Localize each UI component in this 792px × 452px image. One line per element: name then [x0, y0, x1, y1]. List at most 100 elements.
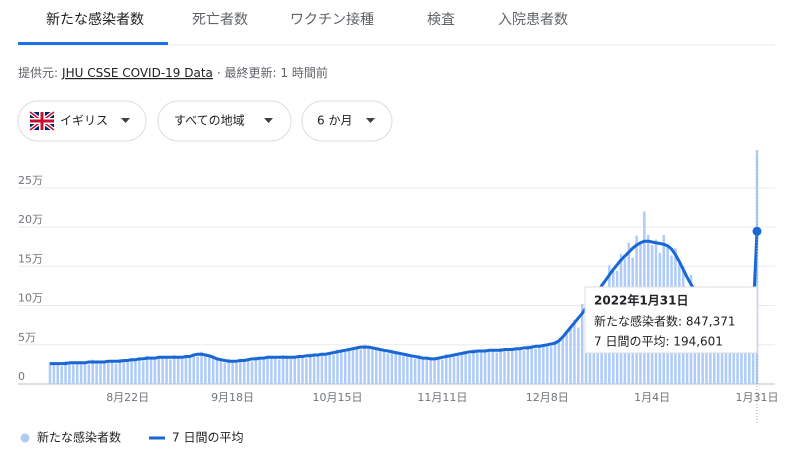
bar: [514, 349, 518, 384]
bar: [378, 350, 382, 384]
legend-label: 7 日間の平均: [172, 431, 243, 445]
bar: [367, 347, 370, 384]
bar: [215, 359, 219, 384]
bar: [204, 354, 207, 384]
country-dropdown[interactable]: [17, 100, 147, 142]
tab[interactable]: 入院患者数: [498, 12, 568, 28]
bar: [569, 328, 572, 384]
bar: [72, 364, 75, 384]
bar: [460, 354, 464, 384]
x-tick-label: 1月4日: [634, 391, 670, 404]
bar: [511, 347, 514, 384]
bar: [138, 358, 141, 384]
bar: [122, 360, 126, 384]
bar: [565, 330, 568, 384]
bar: [441, 359, 444, 384]
bar: [549, 346, 553, 384]
bar: [491, 349, 495, 384]
bar: [75, 361, 79, 384]
bar: [444, 354, 448, 384]
bar: [437, 357, 440, 384]
tab[interactable]: 新たな感染者数: [46, 11, 144, 28]
period-dropdown[interactable]: [301, 100, 393, 142]
bar: [153, 359, 157, 384]
bar: [324, 354, 328, 384]
bar: [542, 346, 545, 384]
bar: [355, 347, 359, 384]
bar: [545, 343, 549, 384]
bar: [483, 349, 487, 384]
legend: 新たな感染者数 7 日間の平均: [20, 430, 243, 445]
bar: [176, 357, 180, 384]
bar: [289, 358, 293, 384]
bar: [468, 354, 471, 384]
bar: [561, 338, 565, 384]
bar: [336, 349, 339, 384]
bar: [433, 359, 436, 384]
source-link[interactable]: JHU CSSE COVID-19 Data: [61, 66, 213, 80]
bar: [293, 355, 296, 384]
bar: [223, 362, 227, 384]
country-label: イギリス: [60, 114, 108, 128]
bar: [250, 361, 254, 384]
bar: [149, 358, 153, 384]
tab[interactable]: ワクチン接種: [290, 11, 374, 28]
bar: [538, 344, 541, 384]
bar: [235, 362, 238, 384]
bar: [425, 359, 429, 384]
bar: [530, 347, 533, 384]
bar: [526, 345, 530, 384]
filters: イギリス すべての地域 6 か月: [17, 100, 393, 142]
bar: [499, 347, 502, 384]
bar: [246, 358, 250, 384]
bar: [161, 358, 164, 384]
y-tick-label: 10万: [18, 292, 43, 305]
bar: [386, 353, 390, 384]
bar: [169, 359, 172, 384]
bar: [553, 340, 557, 384]
y-tick-label: 20万: [18, 213, 43, 226]
bar: [417, 354, 421, 384]
bar: [410, 354, 413, 384]
tooltip-line: 新たな感染者数: 847,371: [594, 314, 735, 329]
bar: [398, 354, 401, 384]
x-tick-label: 8月22日: [106, 391, 149, 404]
bar: [557, 340, 561, 384]
x-tick-label: 12月8日: [526, 391, 569, 404]
bar: [413, 358, 417, 384]
bar: [173, 354, 176, 384]
bar: [406, 355, 409, 384]
bar: [192, 354, 195, 384]
bar: [472, 349, 475, 384]
bar: [83, 362, 87, 384]
bar: [312, 354, 316, 384]
x-tick-label: 9月18日: [211, 391, 254, 404]
dropdown-arrow: [264, 118, 273, 123]
bar: [64, 361, 67, 384]
bar: [277, 359, 281, 384]
period-label: 6 か月: [317, 114, 352, 128]
bar: [390, 349, 394, 384]
y-tick-label: 25万: [18, 174, 43, 187]
dropdown-arrow: [366, 118, 375, 123]
tab[interactable]: 死亡者数: [192, 12, 248, 28]
y-tick-label: 15万: [18, 252, 43, 265]
bar: [394, 352, 397, 384]
tab-bar: 新たな感染者数 死亡者数 ワクチン接種 検査 入院患者数: [18, 11, 775, 46]
bar: [421, 358, 425, 384]
bar: [188, 357, 192, 384]
x-tick-label: 11月11日: [417, 391, 467, 404]
region-dropdown[interactable]: [157, 100, 292, 142]
bar: [301, 355, 304, 384]
uk-flag: [28, 110, 56, 132]
bar: [274, 356, 277, 384]
bar: [456, 352, 460, 384]
bar: [48, 362, 52, 384]
tab[interactable]: 検査: [427, 12, 455, 28]
bar: [297, 357, 300, 384]
bar: [242, 361, 246, 384]
bar: [375, 347, 378, 384]
bar: [452, 356, 456, 384]
x-tick-label: 10月15日: [312, 391, 362, 404]
bar: [332, 354, 335, 384]
